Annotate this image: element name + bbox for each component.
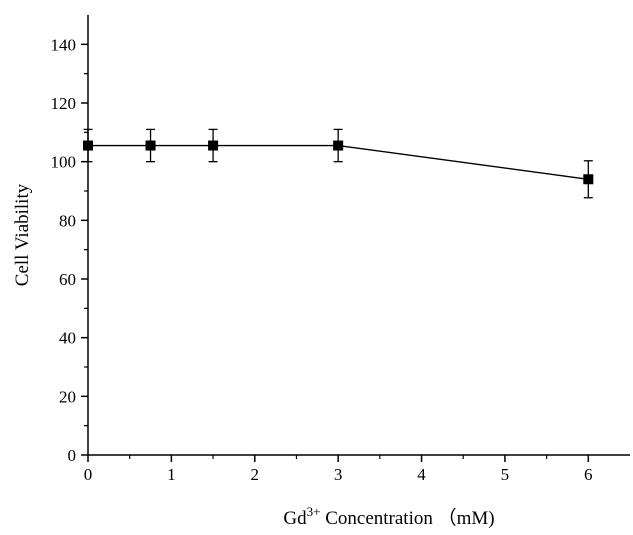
y-tick-label: 0 [68, 446, 77, 465]
y-tick-label: 140 [51, 35, 77, 54]
data-point-marker [83, 140, 93, 151]
data-point-marker [208, 140, 219, 151]
x-axis-title: Gd3+ Concentration （mM) [283, 504, 494, 529]
x-axis-title-superscript: 3+ [307, 504, 321, 519]
x-tick-label: 5 [501, 465, 510, 484]
y-tick-label: 100 [51, 153, 77, 172]
y-tick-label: 80 [59, 211, 76, 230]
series-layer [83, 128, 594, 199]
x-axis-title-base: Gd [283, 508, 307, 529]
y-axis-title: Cell Viability [12, 183, 33, 286]
x-tick-label: 1 [167, 465, 176, 484]
data-point-marker [145, 140, 156, 151]
x-tick-label: 0 [84, 465, 93, 484]
x-tick-label: 6 [584, 465, 593, 484]
y-axis-ticks: 0 20 40 60 80 100 120 140 [51, 35, 88, 465]
y-tick-label: 60 [59, 270, 76, 289]
y-tick-label: 40 [59, 329, 76, 348]
x-axis-ticks: 0 1 2 3 4 5 6 [84, 455, 593, 484]
x-axis-title-rest: Concentration （mM) [320, 507, 494, 529]
x-tick-label: 4 [417, 465, 426, 484]
axes [87, 15, 630, 456]
data-point-marker [583, 174, 594, 185]
data-point-marker [333, 140, 344, 151]
y-tick-label: 120 [51, 94, 77, 113]
x-tick-label: 2 [251, 465, 260, 484]
y-tick-label: 20 [59, 387, 76, 406]
x-tick-label: 3 [334, 465, 343, 484]
